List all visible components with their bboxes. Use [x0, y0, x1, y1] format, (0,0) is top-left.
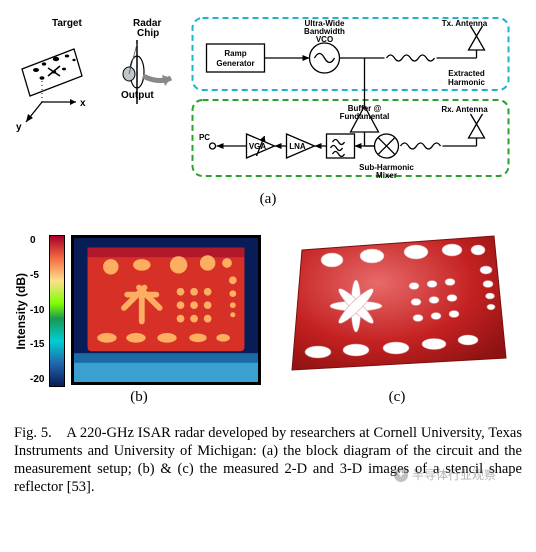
watermark: ✦ 半导体行业观察 [394, 468, 496, 483]
svg-text:LNA: LNA [289, 142, 306, 151]
target-label: Target [52, 18, 82, 29]
svg-text:ExtractedHarmonic: ExtractedHarmonic [448, 69, 485, 87]
svg-text:Tx. Antenna: Tx. Antenna [442, 19, 488, 28]
caption-text: A 220-GHz ISAR radar developed by resear… [14, 425, 522, 495]
radar-chip-block: RadarChip Output [115, 14, 175, 139]
filter-block [327, 134, 355, 158]
svg-text:x: x [80, 98, 86, 109]
pc-node: PC [199, 133, 247, 149]
subfigures-bc: Intensity (dB) 0 -5 -10 -15 -20 [14, 222, 522, 406]
vga-block: VGA [247, 134, 275, 158]
ramp-generator-block: RampGenerator [207, 44, 265, 72]
subfigure-c: (c) [272, 222, 522, 406]
svg-text:VGA: VGA [249, 142, 267, 151]
mixer-block: Sub-HarmonicMixer [359, 134, 414, 180]
target-plate-icon [22, 49, 82, 96]
wechat-icon: ✦ [394, 468, 408, 482]
figure-number: Fig. 5. [14, 425, 52, 441]
subfig-c-label: (c) [272, 389, 522, 406]
subfig-b-label: (b) [14, 389, 264, 406]
colorbar-icon [49, 235, 65, 387]
intensity-axis-label: Intensity (dB) [14, 273, 28, 350]
colorbar-ticks: 0 -5 -10 -15 -20 [30, 235, 44, 385]
svg-text:y: y [16, 122, 22, 133]
tx-antenna-icon: Tx. Antenna [437, 19, 488, 58]
subfig-a-label: (a) [14, 191, 522, 208]
vco-block: Ultra-WideBandwidthVCO [304, 19, 345, 73]
heatmap-image [71, 235, 261, 385]
svg-text:Ultra-WideBandwidthVCO: Ultra-WideBandwidthVCO [304, 19, 345, 44]
svg-text:Sub-HarmonicMixer: Sub-HarmonicMixer [359, 163, 414, 180]
output-label: Output [121, 90, 154, 101]
buffer-block: Buffer @Fundamental [340, 104, 390, 132]
output-arrow-icon [143, 75, 171, 86]
render-3d-image [272, 222, 522, 387]
subfigure-a: Target [14, 14, 522, 189]
svg-text:PC: PC [199, 133, 210, 142]
figure-caption: Fig. 5. A 220-GHz ISAR radar developed b… [14, 424, 522, 497]
target-block: Target [14, 14, 109, 139]
svg-text:Rx. Antenna: Rx. Antenna [441, 105, 488, 114]
svg-text:Buffer @Fundamental: Buffer @Fundamental [340, 104, 390, 121]
lna-block: LNA [287, 134, 315, 158]
svg-text:RadarChip: RadarChip [133, 18, 161, 39]
figure-5: Target [14, 14, 522, 497]
rx-antenna-icon: Rx. Antenna [401, 105, 489, 149]
block-diagram: RampGenerator Ultra-WideBandwidthVCO Ext… [181, 14, 522, 189]
subfigure-b: Intensity (dB) 0 -5 -10 -15 -20 [14, 235, 264, 406]
harmonic-line-icon [340, 55, 435, 61]
